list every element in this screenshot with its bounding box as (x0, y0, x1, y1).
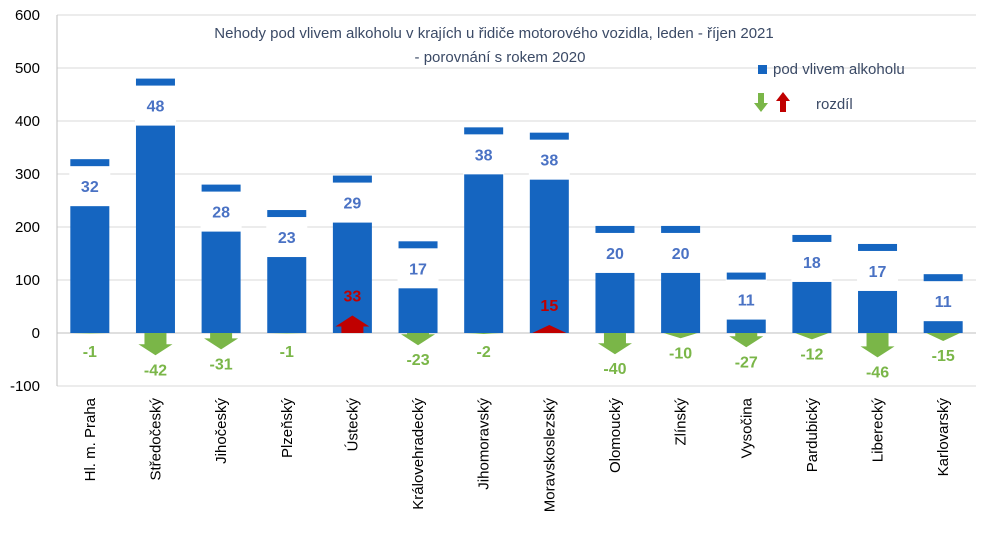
x-axis: Hl. m. Praha Středočeský Jihočeský Plzeňský… (82, 397, 952, 512)
bar-percent-label: 38 (540, 153, 558, 170)
bar-label-background (922, 281, 964, 322)
difference-arrows: -1 -42 -31 -1 33 -23 -2 15 -40 -10 -27 -12 -46 -15 (72, 289, 961, 381)
y-axis: -100 0 100 200 300 400 500 600 (10, 7, 58, 395)
y-tick-label: 200 (15, 219, 40, 236)
diff-label: -23 (406, 352, 429, 369)
y-tick-label: 300 (15, 166, 40, 183)
x-tick-label: Královehradecký (410, 398, 427, 510)
diff-label: -40 (603, 361, 626, 378)
legend: pod vlivem alkoholu rozdíl (754, 61, 905, 113)
bar-percent-label: 29 (343, 196, 361, 213)
x-tick-label: Jihočeský (213, 398, 230, 464)
x-tick-label: Plzeňský (279, 398, 296, 459)
diff-label: 33 (343, 289, 361, 306)
bar-percent-label: 17 (869, 264, 887, 281)
diff-down-arrow (269, 333, 304, 334)
y-tick-label: 500 (15, 60, 40, 77)
bars: 32 48 28 23 29 17 38 38 20 20 11 18 17 11 (69, 78, 964, 333)
diff-label: -1 (83, 344, 97, 361)
bar-label-background (594, 232, 636, 273)
diff-label: -1 (280, 344, 294, 361)
diff-down-arrow (138, 333, 173, 356)
y-tick-label: 0 (32, 325, 40, 342)
diff-down-arrow (794, 333, 829, 340)
bar-label-background (69, 166, 111, 207)
bar-percent-label: 11 (738, 293, 755, 310)
diff-up-arrow (532, 325, 567, 333)
bar-percent-label: 48 (147, 99, 165, 116)
diff-down-arrow (926, 333, 961, 341)
x-tick-label: Hl. m. Praha (82, 397, 99, 481)
bar-percent-label: 20 (672, 246, 690, 263)
x-tick-label: Zlínský (673, 398, 690, 446)
x-tick-label: Vysočina (738, 397, 755, 458)
bar-percent-label: 23 (278, 230, 296, 247)
chart-subtitle: - porovnání s rokem 2020 (415, 49, 586, 66)
x-tick-label: Jihomoravský (476, 398, 493, 490)
diff-up-arrow (335, 315, 370, 333)
legend-label-diff: rozdíl (816, 96, 853, 113)
bar-percent-label: 18 (803, 255, 821, 272)
y-tick-label: -100 (10, 378, 40, 395)
bar-percent-label: 20 (606, 246, 624, 263)
diff-label: -15 (932, 348, 955, 365)
y-tick-label: 400 (15, 113, 40, 130)
x-tick-label: Karlovarský (935, 398, 952, 477)
bar-label-background (463, 134, 505, 175)
x-tick-label: Moravskoslezský (541, 398, 558, 513)
bar-label-background (791, 241, 833, 282)
diff-down-arrow (729, 333, 764, 348)
x-tick-label: Liberecký (870, 398, 887, 463)
y-tick-label: 100 (15, 272, 40, 289)
bar-label-background (266, 217, 308, 258)
y-tick-label: 600 (15, 7, 40, 24)
bar-label-background (200, 191, 242, 232)
bar-label-background (725, 279, 767, 320)
diff-down-arrow (401, 333, 436, 346)
bar-percent-label: 38 (475, 147, 493, 164)
diff-down-arrow (663, 333, 698, 339)
legend-down-arrow-icon (754, 93, 768, 112)
bar-label-background (331, 182, 373, 223)
diff-down-arrow (466, 333, 501, 335)
x-tick-label: Ústecký (344, 398, 361, 452)
diff-down-arrow (860, 333, 895, 358)
bar-percent-label: 28 (212, 205, 230, 222)
diff-label: -2 (477, 344, 491, 361)
bar-label-background (857, 250, 899, 291)
x-tick-label: Středočeský (147, 398, 164, 481)
legend-swatch-alcohol (758, 65, 767, 74)
diff-label: -42 (144, 362, 167, 379)
diff-label: -46 (866, 364, 889, 381)
legend-up-arrow-icon (776, 92, 790, 112)
bar-percent-label: 32 (81, 179, 99, 196)
diff-down-arrow (204, 333, 239, 350)
diff-down-arrow (597, 333, 632, 355)
diff-label: -12 (800, 346, 823, 363)
bar-label-background (397, 248, 439, 289)
legend-label-alcohol: pod vlivem alkoholu (773, 61, 905, 78)
diff-down-arrow (72, 333, 107, 334)
x-tick-label: Pardubický (804, 398, 821, 473)
x-tick-label: Olomoucký (607, 398, 624, 474)
bar-percent-label: 11 (935, 294, 952, 311)
diff-label: -10 (669, 345, 692, 362)
chart-title: Nehody pod vlivem alkoholu v krajích u ř… (214, 25, 773, 42)
diff-label: -31 (210, 356, 233, 373)
bar-label-background (528, 139, 570, 180)
bar-label-background (660, 232, 702, 273)
diff-label: -27 (735, 354, 758, 371)
bar-percent-label: 17 (409, 261, 427, 278)
bar-label-background (134, 85, 176, 126)
diff-label: 15 (540, 298, 558, 315)
